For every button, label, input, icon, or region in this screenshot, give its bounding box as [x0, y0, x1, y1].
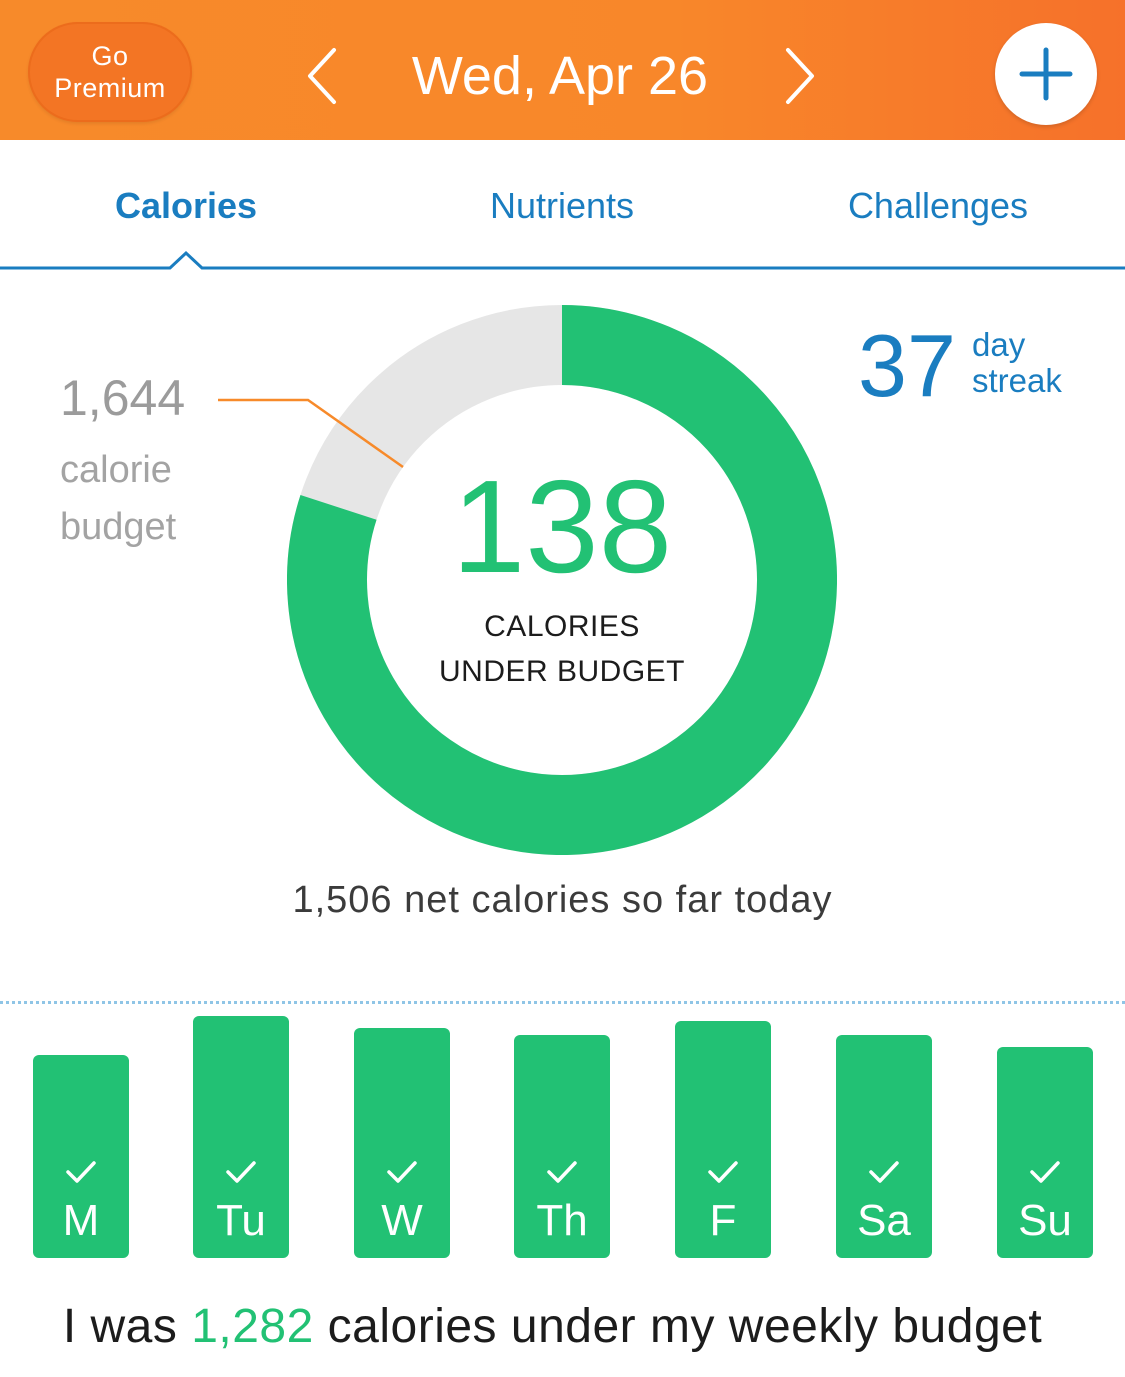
weekly-summary-suffix: calories under my weekly budget: [313, 1300, 1043, 1353]
tab-bar: Calories Nutrients Challenges: [0, 140, 1125, 272]
chevron-right-icon[interactable]: [782, 44, 822, 108]
tab-calories[interactable]: Calories: [114, 185, 258, 226]
day-bar-m[interactable]: M: [33, 1055, 129, 1258]
weekly-summary-value: 1,282: [191, 1300, 314, 1353]
day-label: M: [62, 1196, 100, 1245]
weekly-summary: I was 1,282 calories under my weekly bud…: [0, 1296, 1105, 1358]
day-bar-th[interactable]: Th: [514, 1035, 610, 1258]
calories-under-label: CALORIES UNDER BUDGET: [412, 604, 712, 694]
streak-value: 37: [858, 316, 956, 415]
tab-challenges[interactable]: Challenges: [847, 185, 1029, 226]
calorie-budget-label: calorie budget: [60, 442, 260, 556]
checkmark-icon: [708, 1161, 738, 1183]
day-label: Th: [536, 1196, 588, 1245]
day-label: Tu: [216, 1196, 266, 1245]
current-date: Wed, Apr 26: [411, 46, 709, 106]
day-bar-w[interactable]: W: [354, 1028, 450, 1258]
tab-nutrients[interactable]: Nutrients: [489, 185, 635, 226]
day-bar-sa[interactable]: Sa: [836, 1035, 932, 1258]
day-label: F: [709, 1196, 737, 1245]
day-bar-f[interactable]: F: [675, 1021, 771, 1258]
checkmark-icon: [226, 1161, 256, 1183]
day-label: W: [381, 1196, 423, 1245]
tab-indicator: [0, 250, 1125, 270]
donut-progress: [287, 305, 837, 855]
calories-under-label-line1: CALORIES: [484, 610, 640, 643]
calories-under-value: 138: [451, 453, 673, 600]
day-label: Su: [1018, 1196, 1072, 1245]
calorie-budget-label-line1: calorie: [60, 449, 172, 491]
plus-icon: [1019, 47, 1073, 101]
calories-under-label-line2: UNDER BUDGET: [438, 655, 685, 688]
budget-leader-line: [218, 398, 404, 469]
go-premium-label-line1: Go: [91, 41, 129, 71]
day-bar-su[interactable]: Su: [997, 1047, 1093, 1258]
checkmark-icon: [1030, 1161, 1060, 1183]
streak-label-line2: streak: [972, 362, 1062, 399]
weekly-budget-line: [0, 1001, 1125, 1004]
go-premium-button[interactable]: Go Premium: [28, 22, 192, 122]
top-bar: Go Premium Wed, Apr 26: [0, 0, 1125, 140]
checkmark-icon: [869, 1161, 899, 1183]
calorie-budget-label-line2: budget: [60, 506, 177, 548]
calorie-donut-chart: [287, 305, 837, 855]
calorie-budget-value: 1,644: [60, 370, 186, 426]
day-bar-tu[interactable]: Tu: [193, 1016, 289, 1258]
weekly-summary-prefix: I was: [62, 1300, 192, 1353]
checkmark-icon: [547, 1161, 577, 1183]
chevron-left-icon[interactable]: [300, 44, 340, 108]
checkmark-icon: [387, 1161, 417, 1183]
day-label: Sa: [857, 1196, 911, 1245]
streak-label: day streak: [972, 327, 1062, 399]
streak-label-line1: day: [972, 326, 1026, 363]
checkmark-icon: [66, 1161, 96, 1183]
add-entry-button[interactable]: [995, 23, 1097, 125]
go-premium-label-line2: Premium: [54, 73, 166, 103]
net-calories-text: 1,506 net calories so far today: [292, 879, 833, 921]
